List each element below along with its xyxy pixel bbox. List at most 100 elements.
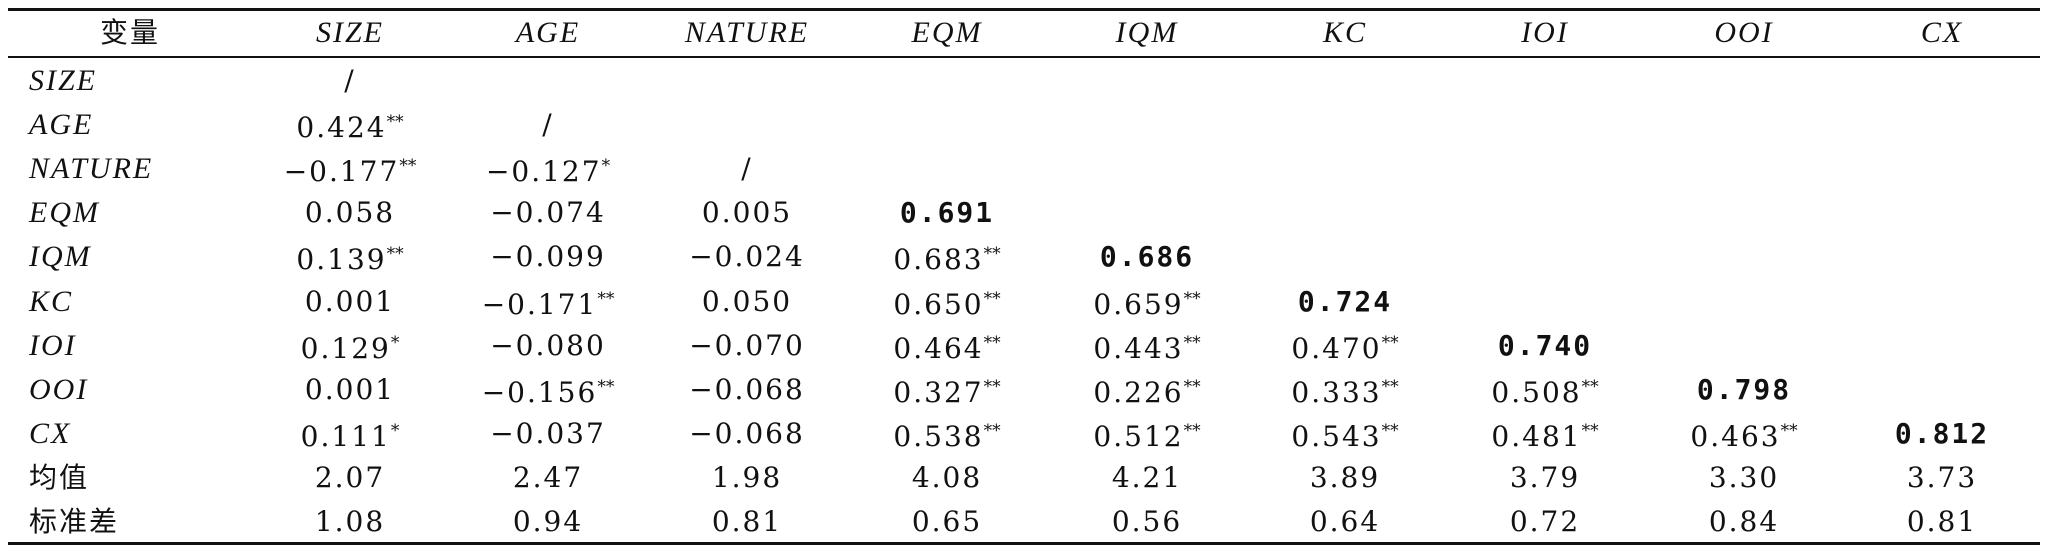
cell-value: 4.08	[911, 460, 983, 494]
cell-value: −0.068	[689, 372, 805, 406]
cell: 1.98	[712, 461, 782, 495]
top-rule	[8, 8, 2040, 11]
cell: 0.512**	[1093, 414, 1200, 454]
cell-value: −0.070	[689, 328, 805, 362]
cell: 0.050	[702, 285, 792, 319]
cell-value: 0.812	[1894, 416, 1990, 450]
cell: 0.463**	[1690, 414, 1797, 454]
cell: 0.058	[305, 196, 395, 230]
cell: 0.724	[1298, 285, 1392, 319]
cell-value: /	[741, 152, 753, 186]
cell: 0.94	[513, 505, 583, 539]
cell: 0.686	[1100, 240, 1194, 274]
cell-value: 0.724	[1297, 284, 1393, 318]
cell-value: −0.024	[689, 240, 805, 274]
cell-value: 0.333	[1291, 375, 1382, 409]
significance: *	[390, 420, 400, 441]
cell: 2.07	[315, 461, 385, 495]
cell-value: 2.07	[314, 460, 386, 494]
cell-value: 0.111	[300, 419, 391, 453]
cell-value: −0.127	[485, 155, 602, 189]
row-label: SIZE	[29, 64, 97, 97]
cell: 0.72	[1510, 505, 1580, 539]
header-cell: 变量	[99, 16, 161, 49]
cell: 0.327**	[893, 370, 1000, 410]
row-label: EQM	[29, 196, 100, 230]
significance: **	[1780, 420, 1798, 441]
cell-value: 0.798	[1696, 372, 1792, 406]
row-label: NATURE	[29, 152, 154, 186]
significance: **	[1183, 376, 1201, 397]
header-cell: AGE	[515, 16, 581, 49]
significance: **	[983, 288, 1001, 309]
cell: 0.005	[702, 196, 792, 230]
cell-value: −0.080	[490, 328, 606, 362]
header-cell: IQM	[1115, 16, 1179, 49]
cell-value: 0.84	[1708, 505, 1780, 538]
cell: −0.177**	[284, 149, 417, 189]
significance: **	[983, 376, 1001, 397]
cell: 3.73	[1907, 461, 1977, 495]
cell-value: 0.327	[893, 375, 984, 409]
significance: **	[399, 156, 417, 177]
header-cell: IOI	[1521, 16, 1569, 49]
cell-value: 0.543	[1291, 419, 1382, 453]
cell: 0.56	[1112, 505, 1182, 539]
cell-value: 0.001	[304, 372, 396, 406]
cell: −0.156**	[482, 370, 615, 410]
cell: 3.89	[1310, 461, 1380, 495]
cell-value: 2.47	[512, 460, 584, 494]
row-label: 标准差	[29, 505, 120, 538]
significance: *	[601, 156, 611, 177]
significance: **	[1183, 332, 1201, 353]
cell: 2.47	[513, 461, 583, 495]
cell: −0.099	[490, 240, 606, 274]
row-label: 均值	[29, 460, 90, 494]
cell: 0.798	[1697, 373, 1791, 407]
cell: 0.139**	[296, 237, 403, 277]
cell-value: 3.89	[1309, 460, 1381, 494]
row-label: CX	[29, 416, 72, 450]
cell-value: −0.068	[689, 416, 805, 450]
cell: 0.470**	[1291, 326, 1398, 366]
significance: **	[1581, 420, 1599, 441]
row-label: IOI	[29, 328, 77, 362]
significance: **	[1183, 420, 1201, 441]
cell-value: 0.81	[1906, 505, 1978, 538]
header-cell: NATURE	[684, 16, 810, 49]
cell: 0.64	[1310, 505, 1380, 539]
cell: −0.037	[490, 417, 606, 451]
significance: **	[1381, 420, 1399, 441]
header-cell: SIZE	[316, 16, 384, 49]
cell: 0.812	[1895, 417, 1989, 451]
cell-value: −0.037	[490, 416, 606, 450]
cell: 0.659**	[1093, 282, 1200, 322]
cell-value: /	[542, 108, 554, 142]
cell-value: 3.73	[1906, 460, 1978, 494]
significance: **	[1581, 376, 1599, 397]
cell: 0.650**	[893, 282, 1000, 322]
cell-value: −0.074	[490, 196, 606, 230]
cell: 4.21	[1112, 461, 1182, 495]
cell: 0.691	[900, 196, 994, 230]
cell-value: 0.64	[1309, 505, 1381, 538]
cell-value: 0.691	[899, 196, 995, 230]
cell: 3.30	[1709, 461, 1779, 495]
header-cell: KC	[1322, 16, 1368, 49]
cell-value: −0.171	[481, 287, 598, 321]
cell: 0.129*	[301, 326, 400, 366]
bottom-rule	[8, 542, 2040, 545]
cell: 0.481**	[1491, 414, 1598, 454]
significance: **	[1381, 376, 1399, 397]
cell: 0.443**	[1093, 326, 1200, 366]
cell: 1.08	[315, 505, 385, 539]
cell-value: 0.226	[1093, 375, 1184, 409]
cell-value: 0.463	[1690, 419, 1781, 453]
cell: 0.508**	[1491, 370, 1598, 410]
cell: 0.001	[305, 285, 395, 319]
cell: 0.464**	[893, 326, 1000, 366]
cell-value: 0.058	[304, 196, 396, 230]
cell: 0.81	[1907, 505, 1977, 539]
cell-value: 0.424	[296, 111, 387, 145]
